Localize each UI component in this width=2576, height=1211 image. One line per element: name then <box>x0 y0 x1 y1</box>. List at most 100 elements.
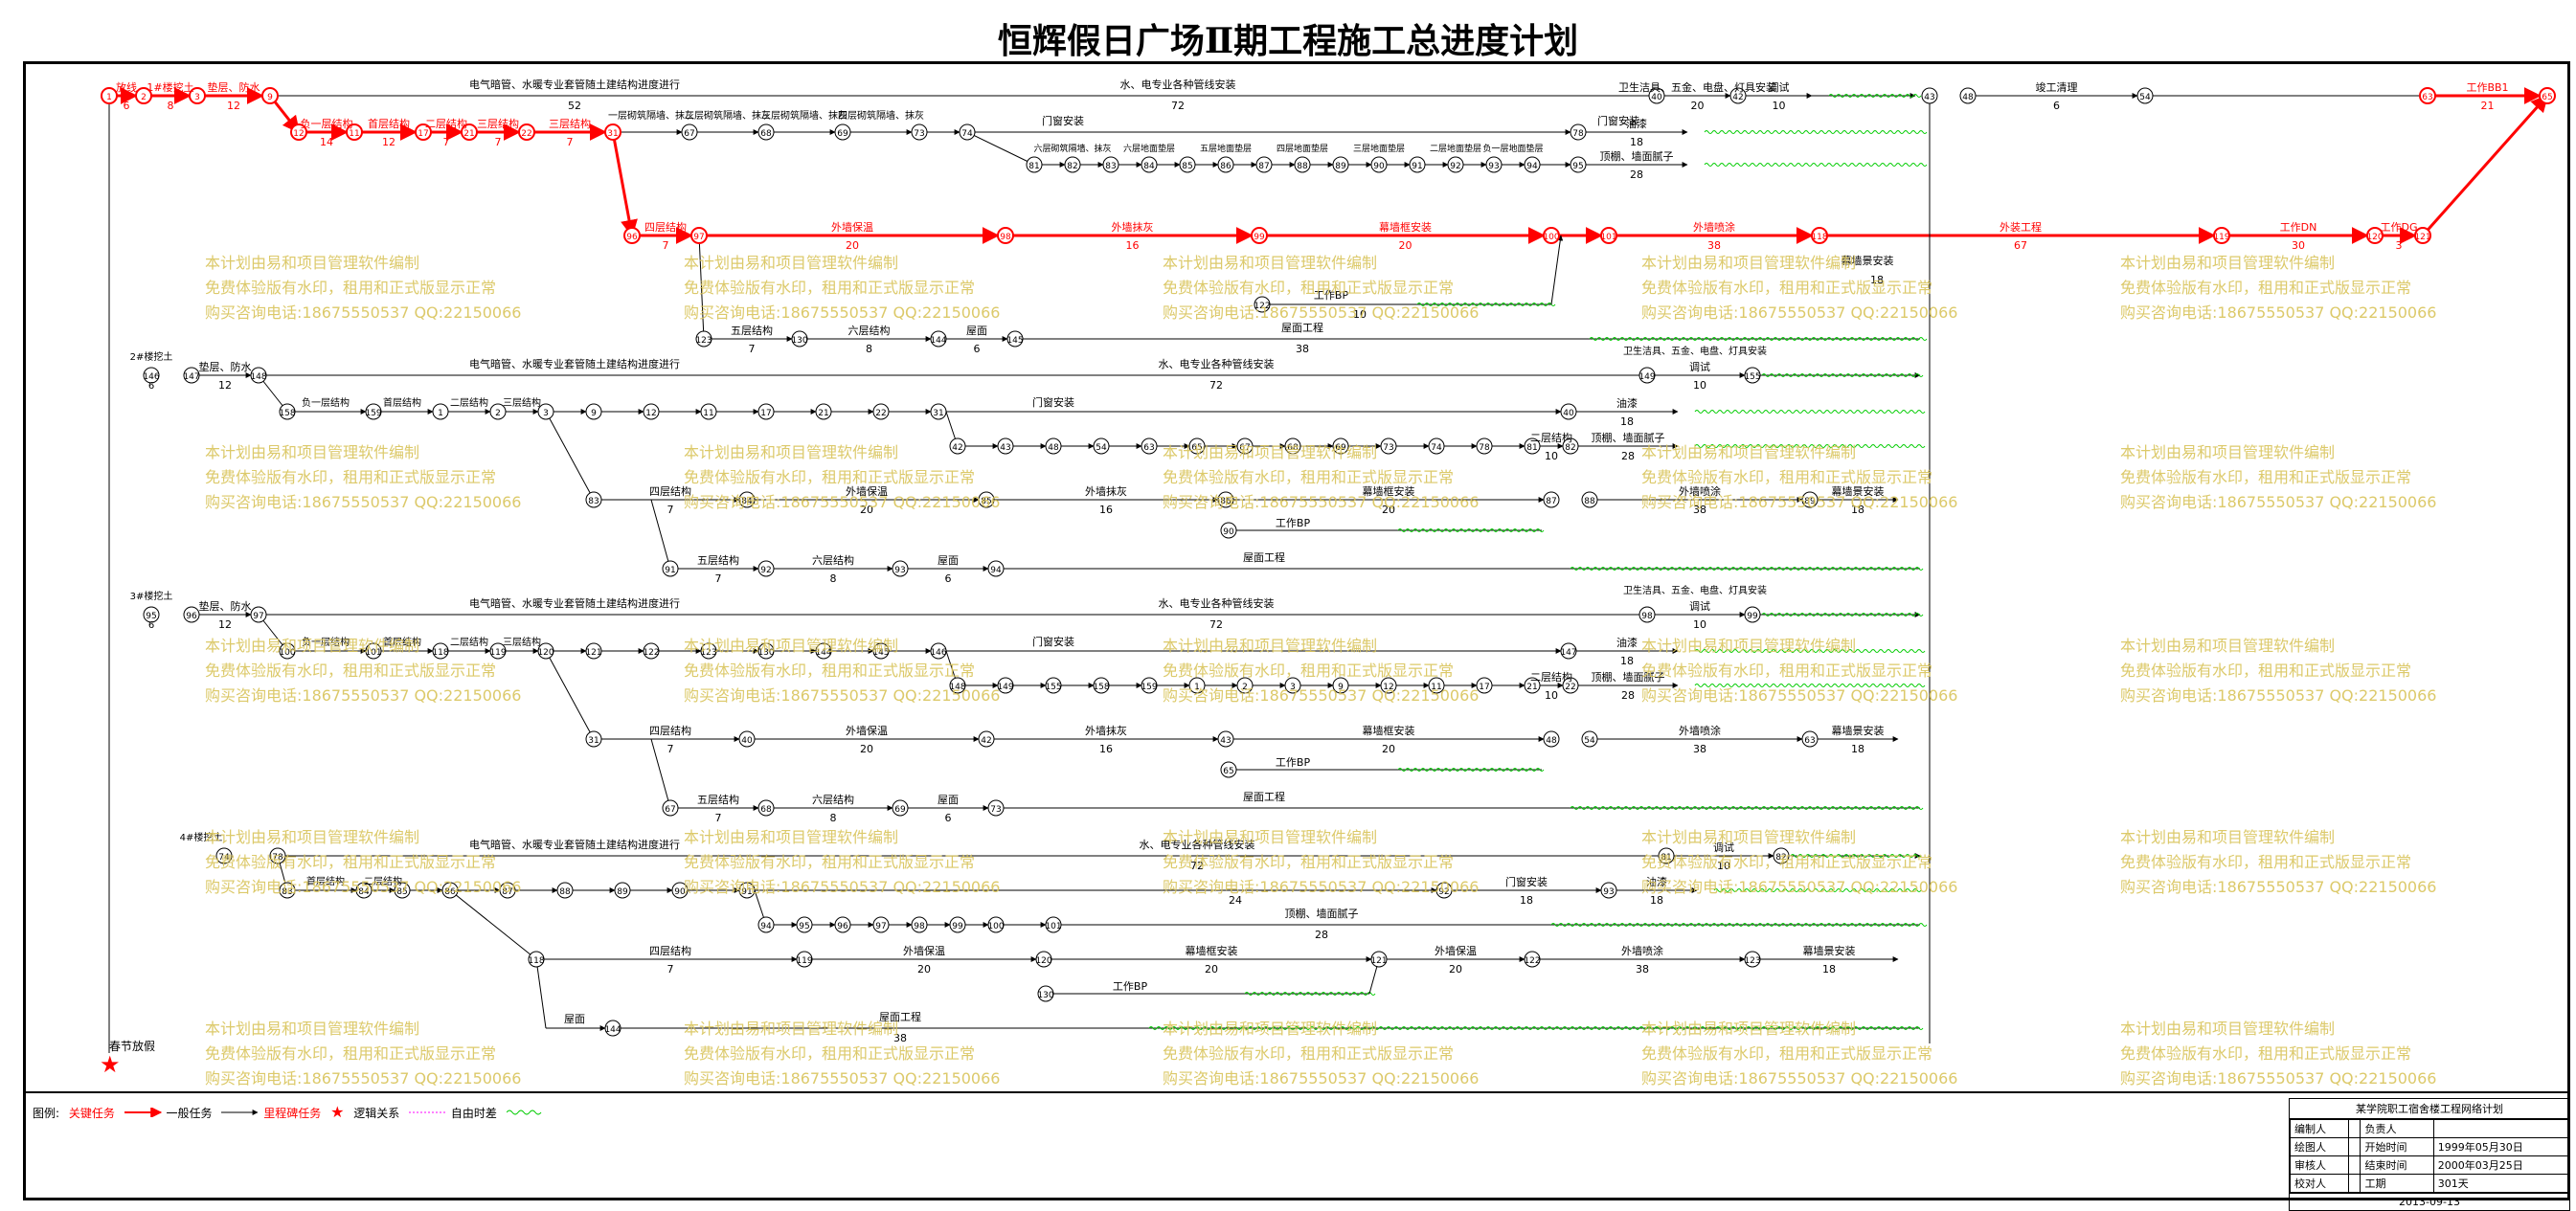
network-node <box>978 730 995 748</box>
network-node <box>1141 156 1158 173</box>
task-label: 水、电专业各种管线安装 <box>1159 596 1275 610</box>
task-label: 工作DN <box>2280 221 2317 234</box>
task-label: 屋面工程 <box>879 1011 921 1023</box>
node-number: 2 <box>141 93 147 102</box>
task-label: 18 <box>1620 415 1634 428</box>
network-node <box>489 403 507 420</box>
task-label: 屋面工程 <box>1243 791 1285 803</box>
task-label: 工作BP <box>1314 289 1349 302</box>
node-number: 90 <box>1223 527 1234 537</box>
network-node <box>911 916 928 933</box>
node-number: 92 <box>760 566 771 575</box>
network-node <box>432 403 449 420</box>
task-label: 水、电专业各种管线安装 <box>1140 838 1255 851</box>
node-number: 48 <box>1962 93 1974 102</box>
node-number: 118 <box>528 956 544 966</box>
task-label: 14 <box>320 136 333 148</box>
node-number: 12 <box>645 409 656 418</box>
network-node <box>604 123 621 141</box>
task-label: 工作DG <box>2381 221 2418 234</box>
task-label: 4#楼挖土 <box>180 831 223 843</box>
node-number: 89 <box>1804 497 1816 506</box>
network-node <box>1543 730 1560 748</box>
node-number: 11 <box>349 129 359 139</box>
network-node <box>1251 227 1268 244</box>
star-icon: ★ <box>330 1103 345 1121</box>
network-node <box>1600 227 1617 244</box>
network-node <box>415 123 432 141</box>
task-label: 负一层地面垫层 <box>1482 143 1543 154</box>
node-number: 90 <box>674 887 686 897</box>
watermark: 本计划由易和项目管理软件编制 免费体验版有水印，租用和正式版显示正常 购买咨询电话:… <box>1641 637 1958 705</box>
node-number: 17 <box>760 409 771 418</box>
task-label: 屋面 <box>966 325 987 337</box>
network-node <box>1026 156 1043 173</box>
node-number: 73 <box>914 129 924 139</box>
network-node <box>585 730 602 748</box>
node-number: 92 <box>1450 162 1460 171</box>
task-label: 18 <box>1520 894 1533 907</box>
node-number: 86 <box>444 887 456 897</box>
task-label: 38 <box>1296 343 1309 355</box>
normal-arrow <box>535 958 547 1029</box>
node-number: 48 <box>1546 736 1557 746</box>
free-float-line <box>1244 992 1376 996</box>
task-label: 外墙抹灰 <box>1085 484 1127 498</box>
task-label: 工作BB1 <box>2466 81 2508 94</box>
task-label: 二层砌筑隔墙、抹灰 <box>685 109 771 122</box>
task-label: 3 <box>2396 239 2403 252</box>
task-label: 六层结构 <box>812 793 854 806</box>
info-cell: 编制人 <box>2290 1119 2349 1138</box>
network-node <box>757 403 775 420</box>
network-node <box>1648 87 1665 104</box>
network-node <box>738 491 756 508</box>
task-label: 顶棚、墙面腻子 <box>1600 149 1674 163</box>
node-number: 74 <box>218 853 230 863</box>
network-node <box>662 560 679 577</box>
network-node <box>1217 491 1234 508</box>
network-node <box>1370 951 1388 968</box>
free-float-line <box>1828 94 1922 98</box>
network-node <box>872 642 890 660</box>
node-number: 42 <box>1732 93 1743 102</box>
normal-arrow <box>1550 235 1564 305</box>
node-number: 94 <box>1526 162 1538 171</box>
node-number: 121 <box>1370 956 1387 966</box>
node-number: 147 <box>1560 648 1576 658</box>
free-float-line <box>1589 337 1928 341</box>
info-block: 某学院职工宿舍楼工程网络计划 编制人 负责人 绘图人 开始时间 1999年05月30日审… <box>2289 1098 2570 1211</box>
network-node <box>432 642 449 660</box>
task-label: 油漆 <box>1616 396 1638 410</box>
watermark: 本计划由易和项目管理软件编制 免费体验版有水印，租用和正式版显示正常 购买咨询电话:… <box>205 828 522 896</box>
network-node <box>997 437 1014 455</box>
network-node <box>695 330 712 348</box>
network-node <box>279 642 296 660</box>
free-float-line <box>1704 163 1928 167</box>
network-node <box>441 882 459 899</box>
task-label: 屋面 <box>938 794 959 806</box>
task-label: 外墙保温 <box>903 944 945 957</box>
task-label: 首层结构 <box>306 875 345 887</box>
network-node <box>700 403 717 420</box>
task-label: 18 <box>1851 743 1864 755</box>
free-float-line <box>1550 923 1928 927</box>
network-node <box>949 437 966 455</box>
task-label: 门窗安装 <box>1042 114 1084 127</box>
watermark: 本计划由易和项目管理软件编制 免费体验版有水印，租用和正式版显示正常 购买咨询电话:… <box>2120 443 2437 511</box>
node-number: 21 <box>1526 683 1537 692</box>
network-node <box>250 367 267 384</box>
task-label: 调试 <box>1689 361 1710 373</box>
task-label: 72 <box>1190 860 1204 872</box>
task-label: 18 <box>1650 894 1663 907</box>
node-number: 12 <box>293 129 304 139</box>
node-number: 22 <box>875 409 886 418</box>
node-number: 100 <box>1543 233 1559 242</box>
task-label: 外装工程 <box>2000 221 2042 234</box>
network-node <box>1284 677 1301 694</box>
network-node <box>1064 156 1081 173</box>
node-number: 88 <box>559 887 571 897</box>
info-table: 编制人 负责人 绘图人 开始时间 1999年05月30日 审核人 结束时间 2000年03月2… <box>2290 1119 2570 1193</box>
task-label: 幕墙框安装 <box>1379 220 1432 234</box>
network-node <box>1093 437 1110 455</box>
network-node <box>1744 951 1761 968</box>
